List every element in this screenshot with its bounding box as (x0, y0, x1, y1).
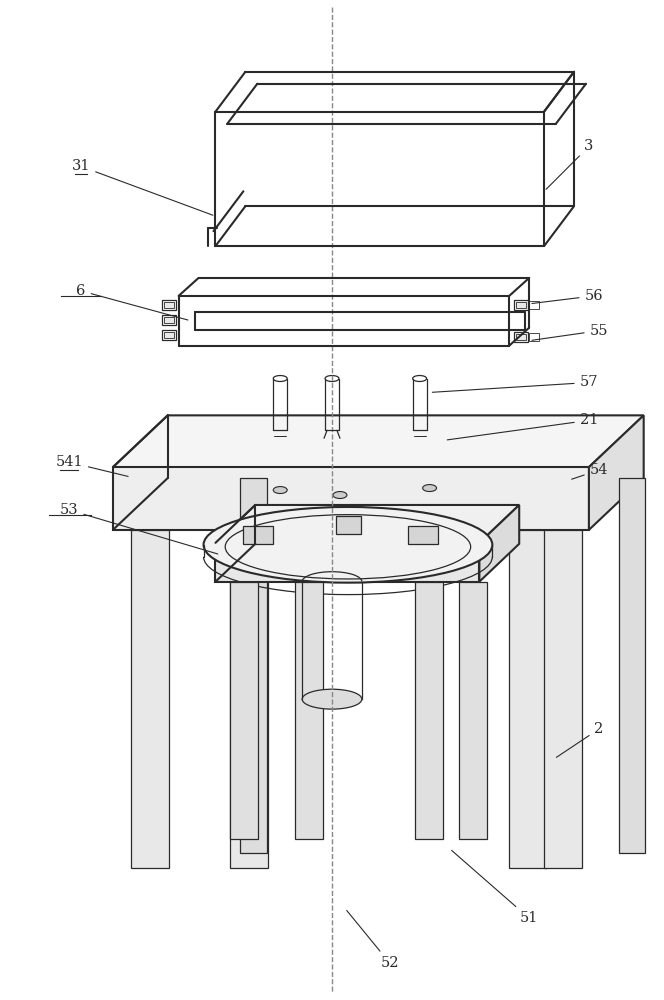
Text: 6: 6 (76, 284, 188, 320)
Polygon shape (509, 530, 547, 868)
Polygon shape (131, 530, 169, 868)
Ellipse shape (412, 376, 426, 381)
Bar (529, 333, 539, 341)
Text: 57: 57 (432, 375, 598, 392)
Bar (164, 302, 174, 308)
Polygon shape (216, 543, 479, 582)
Polygon shape (113, 467, 589, 530)
Polygon shape (619, 478, 645, 853)
Bar (529, 301, 539, 309)
Text: 541: 541 (55, 455, 128, 476)
Text: 56: 56 (532, 289, 603, 303)
Polygon shape (459, 582, 487, 839)
Ellipse shape (333, 492, 347, 499)
Polygon shape (589, 415, 643, 530)
Text: 2: 2 (556, 722, 604, 757)
Polygon shape (216, 505, 519, 543)
Bar (162, 315, 176, 325)
Bar (516, 302, 526, 308)
Polygon shape (414, 582, 442, 839)
FancyBboxPatch shape (336, 516, 361, 534)
Ellipse shape (325, 376, 339, 381)
Circle shape (316, 430, 348, 462)
Bar (412, 430, 428, 442)
Text: 31: 31 (72, 159, 213, 215)
Text: 55: 55 (532, 324, 608, 340)
Text: 21: 21 (448, 413, 598, 440)
Ellipse shape (274, 376, 288, 381)
Ellipse shape (302, 689, 362, 709)
Polygon shape (230, 582, 258, 839)
Text: 51: 51 (452, 850, 539, 925)
Bar (164, 332, 174, 338)
Bar (162, 300, 176, 310)
Polygon shape (230, 530, 268, 868)
Bar (162, 330, 176, 340)
FancyBboxPatch shape (244, 526, 274, 544)
Bar (516, 334, 526, 340)
Text: 52: 52 (347, 910, 399, 970)
Polygon shape (295, 582, 323, 839)
Polygon shape (240, 478, 267, 853)
Circle shape (325, 439, 339, 453)
Bar (514, 300, 528, 310)
Polygon shape (544, 530, 582, 868)
Text: 3: 3 (546, 139, 594, 189)
Bar (514, 332, 528, 342)
Bar (272, 430, 288, 442)
Text: 53: 53 (60, 503, 218, 554)
Bar (164, 317, 174, 323)
Polygon shape (479, 505, 519, 582)
Ellipse shape (422, 485, 436, 492)
Polygon shape (113, 415, 643, 467)
Text: 54: 54 (572, 463, 608, 479)
Ellipse shape (204, 507, 492, 583)
Ellipse shape (274, 487, 288, 494)
FancyBboxPatch shape (408, 526, 438, 544)
